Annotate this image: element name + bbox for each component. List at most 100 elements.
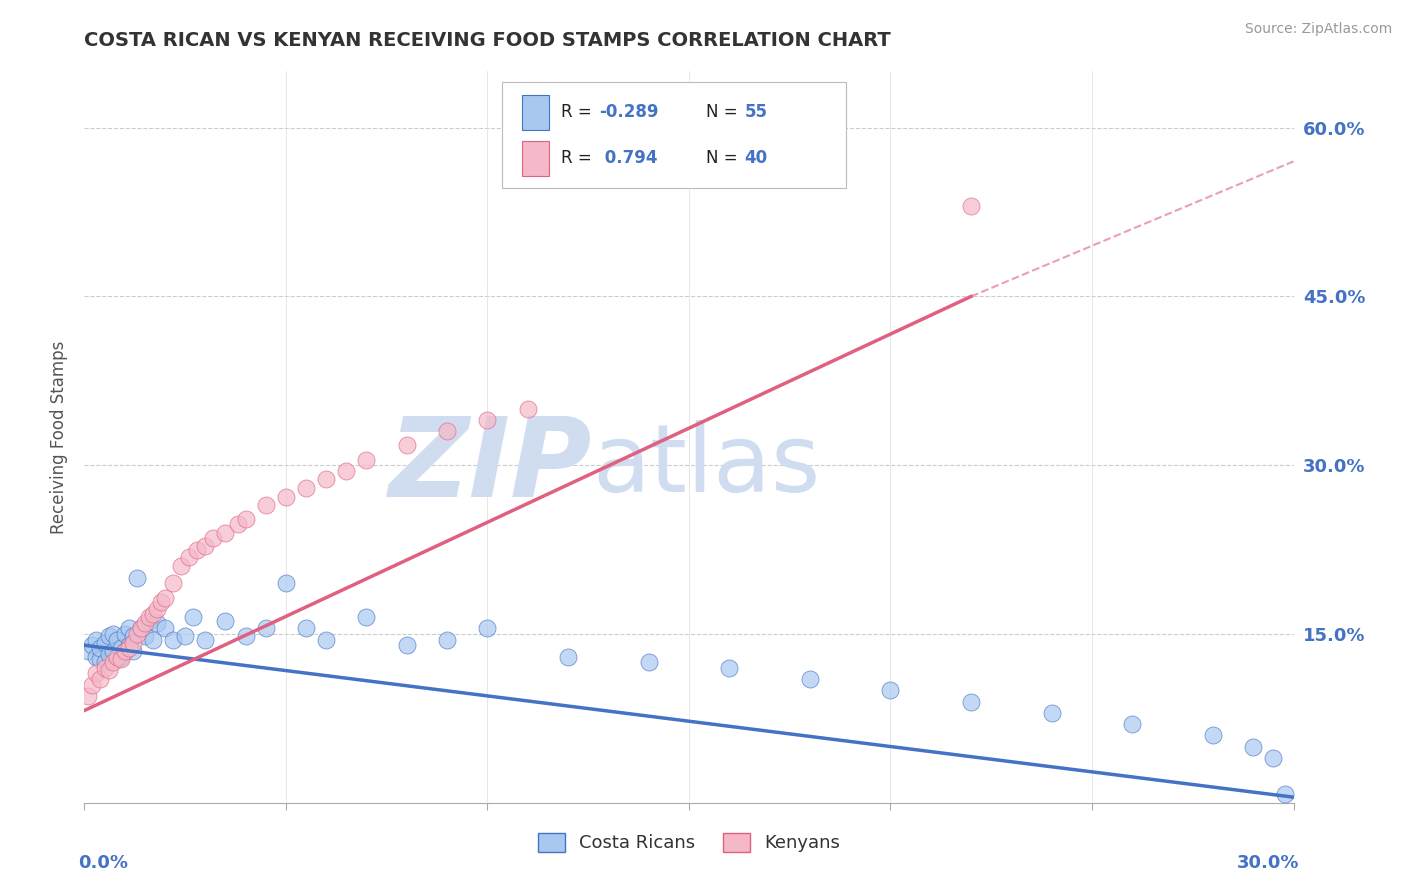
Point (214, 614, 236, 628)
Point (101, 644, 124, 658)
Point (254, 498, 277, 512)
Point (295, 481, 318, 495)
Point (93, 636, 115, 650)
Point (114, 627, 136, 641)
Point (153, 591, 176, 605)
Point (356, 452, 378, 467)
Point (395, 438, 418, 452)
Point (114, 644, 136, 658)
Point (179, 550, 201, 565)
Point (97, 663, 120, 677)
Point (235, 629, 257, 643)
Point (960, 199, 983, 213)
Text: N =: N = (706, 149, 742, 168)
Point (105, 652, 128, 666)
Point (93, 661, 115, 675)
Point (315, 632, 337, 647)
Point (105, 632, 128, 647)
Text: 40: 40 (745, 149, 768, 168)
Text: 0.794: 0.794 (599, 149, 658, 168)
Point (879, 683, 901, 698)
Point (129, 621, 152, 635)
Point (110, 652, 132, 666)
Point (110, 649, 132, 664)
Point (335, 464, 357, 478)
Point (89, 652, 111, 666)
Text: Source: ZipAtlas.com: Source: ZipAtlas.com (1244, 22, 1392, 37)
Point (82, 678, 104, 692)
Text: R =: R = (561, 103, 596, 121)
Point (1241, 739, 1264, 754)
Point (118, 621, 141, 635)
Point (181, 610, 204, 624)
Text: R =: R = (561, 149, 596, 168)
FancyBboxPatch shape (522, 95, 548, 130)
Point (86, 649, 108, 664)
Point (436, 425, 458, 439)
Point (146, 602, 169, 616)
Point (174, 629, 197, 643)
Point (121, 636, 143, 650)
Point (202, 532, 225, 546)
Text: ZIP: ZIP (388, 413, 592, 520)
Point (274, 576, 297, 591)
Point (557, 649, 579, 664)
Point (93, 655, 115, 669)
Point (516, 401, 538, 416)
FancyBboxPatch shape (522, 141, 548, 176)
Legend: Costa Ricans, Kenyans: Costa Ricans, Kenyans (530, 826, 848, 860)
Point (97, 629, 120, 643)
Point (226, 516, 249, 531)
Point (395, 638, 418, 652)
Point (315, 472, 337, 486)
Point (134, 615, 156, 630)
Point (142, 607, 165, 621)
Point (121, 644, 143, 658)
Point (89, 640, 111, 655)
Point (194, 539, 217, 553)
FancyBboxPatch shape (502, 82, 846, 188)
Point (101, 655, 124, 669)
Point (356, 610, 378, 624)
Point (1263, 751, 1285, 765)
Point (718, 661, 741, 675)
Point (101, 627, 124, 641)
Point (1040, 706, 1063, 720)
Point (118, 638, 141, 652)
Text: 30.0%: 30.0% (1237, 854, 1299, 872)
Point (162, 576, 184, 591)
Point (110, 640, 132, 655)
Point (194, 632, 217, 647)
Text: N =: N = (706, 103, 742, 121)
Point (477, 621, 499, 635)
Point (121, 629, 143, 643)
Point (1121, 717, 1143, 731)
Point (254, 621, 277, 635)
Point (960, 694, 983, 708)
Point (82, 638, 104, 652)
Point (118, 640, 141, 655)
Point (86, 632, 108, 647)
Point (138, 610, 160, 624)
Point (637, 655, 659, 669)
Point (77, 689, 100, 703)
Point (125, 571, 148, 585)
Point (153, 621, 176, 635)
Point (86, 666, 108, 681)
Text: -0.289: -0.289 (599, 103, 659, 121)
Point (162, 632, 184, 647)
Point (477, 413, 499, 427)
Point (214, 525, 236, 540)
Point (114, 644, 136, 658)
Point (105, 649, 128, 664)
Text: 0.0%: 0.0% (79, 854, 128, 872)
Point (436, 632, 458, 647)
Point (97, 647, 120, 661)
Point (1202, 728, 1225, 742)
Point (77, 644, 100, 658)
Point (235, 512, 257, 526)
Point (146, 615, 169, 630)
Point (89, 672, 111, 686)
Point (142, 632, 165, 647)
Text: COSTA RICAN VS KENYAN RECEIVING FOOD STAMPS CORRELATION CHART: COSTA RICAN VS KENYAN RECEIVING FOOD STA… (84, 31, 891, 50)
